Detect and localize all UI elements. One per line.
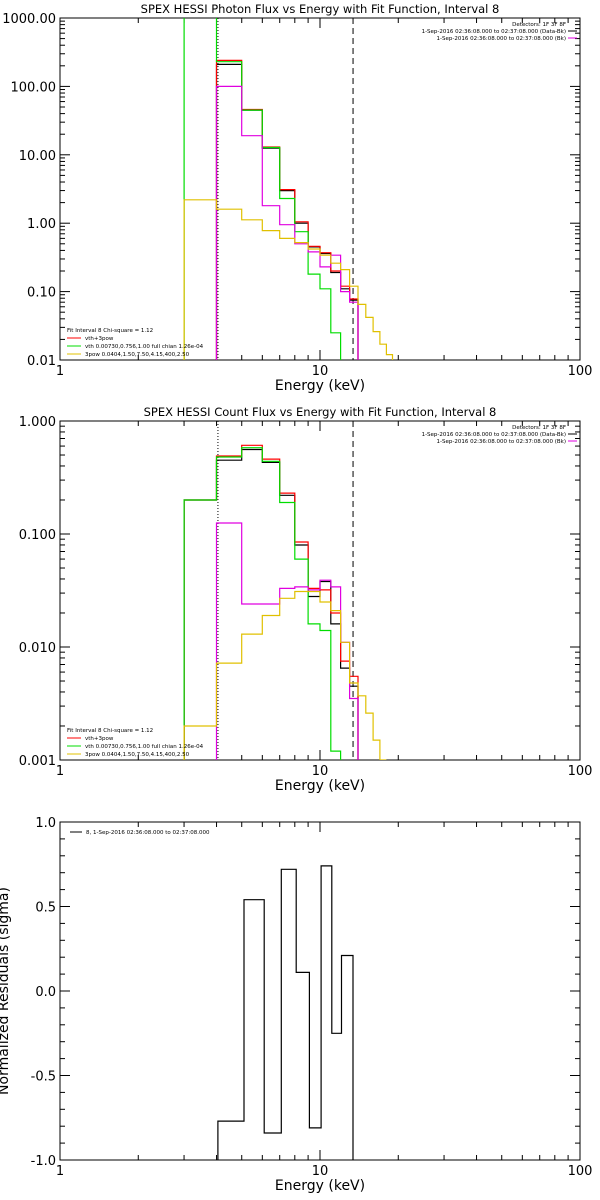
y-tick-label: 1.000 (19, 415, 56, 430)
x-axis-label: Energy (keV) (275, 778, 365, 794)
legend-right-entry: 1-Sep-2016 02:36:08.000 to 02:37:08.000 … (422, 29, 566, 35)
y-tick-label: 0.01 (27, 354, 56, 369)
legend-left-entry: 3pow 0.0404,1.50,7.50,4.15,400,2.50 (85, 352, 190, 358)
legend-left-entry: Fit Interval 8 Chi-square = 1.12 (67, 728, 153, 734)
series-red (215, 59, 359, 360)
chart-title-0: SPEX HESSI Photon Flux vs Energy with Fi… (141, 2, 500, 16)
series-yellow (183, 199, 394, 360)
y-tick-label: 0.10 (27, 286, 56, 301)
legend-entry: 8, 1-Sep-2016 02:36:08.000 to 02:37:08.0… (86, 830, 210, 836)
x-tick-label: 1 (56, 364, 64, 379)
legend-right-entry: Detectors: 1F 3F 8F (512, 22, 566, 28)
x-tick-label: 1 (56, 1164, 64, 1179)
x-axis-label: Energy (keV) (275, 1178, 365, 1194)
y-tick-label: -1.0 (31, 1154, 56, 1169)
series-magenta (215, 522, 359, 760)
y-tick-label: 1.00 (27, 217, 56, 232)
y-tick-label: -0.5 (31, 1070, 56, 1085)
series-green (183, 18, 342, 360)
y-tick-label: 1000.00 (2, 12, 56, 27)
x-tick-label: 100 (568, 1164, 593, 1179)
y-tick-label: 0.5 (35, 901, 56, 916)
series-magenta (215, 85, 359, 360)
x-tick-label: 1 (56, 764, 64, 779)
y-tick-label: 0.001 (19, 754, 56, 769)
x-tick-label: 10 (312, 1164, 329, 1179)
legend-right-entry: 1-Sep-2016 02:36:08.000 to 02:37:08.000 … (422, 432, 566, 438)
legend-left-entry: vth 0.00730,0.756,1.00 full chian 1.26e-… (85, 344, 204, 350)
residual-histogram (217, 865, 354, 1160)
y-tick-label: 1.0 (35, 816, 56, 831)
chart-title-1: SPEX HESSI Count Flux vs Energy with Fit… (144, 405, 497, 419)
x-tick-label: 100 (568, 364, 593, 379)
y-axis-label: Normalized Residuals (sigma) (0, 887, 12, 1095)
legend-right-entry: 1-Sep-2016 02:36:08.000 to 02:37:08.000 … (437, 439, 567, 445)
legend-left-entry: vth+3pow (85, 736, 114, 742)
series-black (215, 63, 359, 360)
x-tick-label: 10 (312, 364, 329, 379)
legend-left-entry: 3pow 0.0404,1.50,7.50,4.15,400,2.50 (85, 752, 190, 758)
series-green (183, 447, 342, 760)
legend-left-entry: Fit Interval 8 Chi-square = 1.12 (67, 328, 153, 334)
x-axis-label: Energy (keV) (275, 378, 365, 394)
series-yellow (183, 590, 387, 760)
y-tick-label: 0.0 (35, 985, 56, 1000)
y-tick-label: 10.00 (19, 149, 56, 164)
x-tick-label: 100 (568, 764, 593, 779)
x-tick-label: 10 (312, 764, 329, 779)
legend-left-entry: vth+3pow (85, 336, 114, 342)
legend-left-entry: vth 0.00730,0.756,1.00 full chian 1.26e-… (85, 744, 204, 750)
plot-frame-2 (59, 821, 581, 1161)
y-tick-label: 100.00 (11, 80, 57, 95)
y-tick-label: 0.100 (19, 528, 56, 543)
legend-right-entry: Detectors: 1F 3F 8F (512, 425, 566, 431)
series-black (183, 448, 359, 760)
series-red (183, 444, 359, 760)
plot-frame-0 (59, 17, 581, 361)
legend-right-entry: 1-Sep-2016 02:36:08.000 to 02:37:08.000 … (437, 36, 567, 42)
y-tick-label: 0.010 (19, 641, 56, 656)
